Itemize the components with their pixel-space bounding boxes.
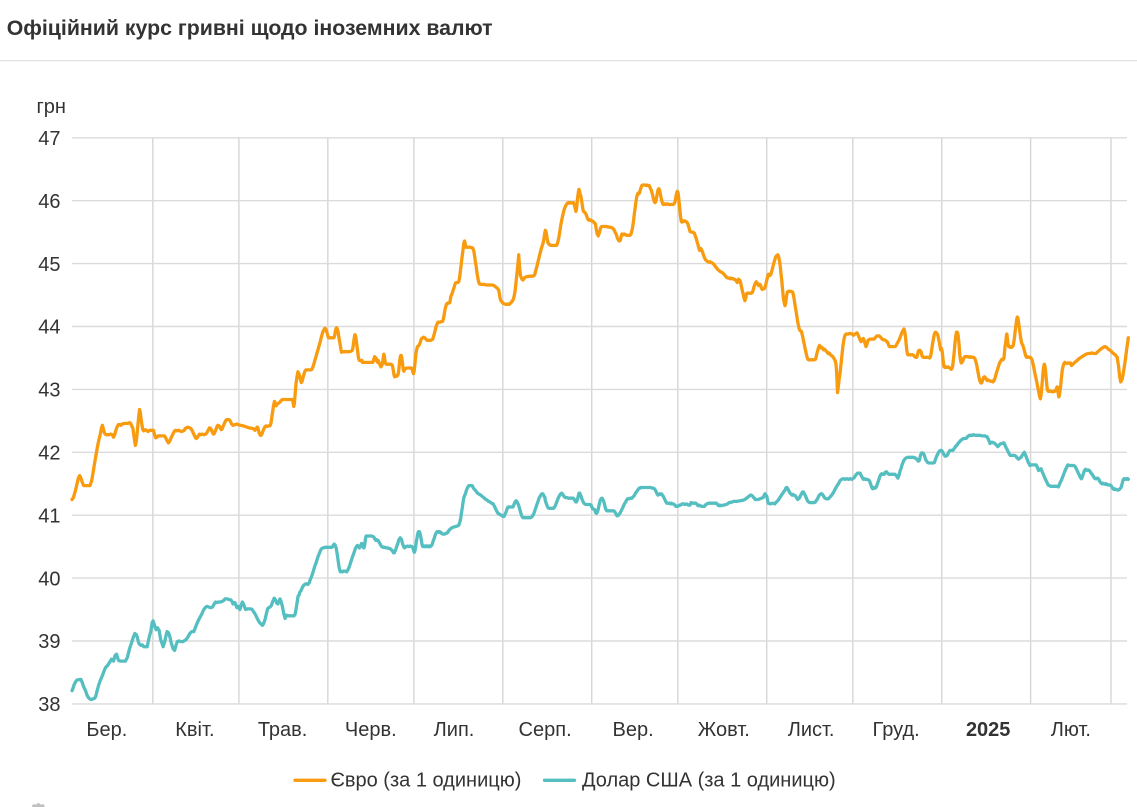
- svg-text:2025: 2025: [966, 719, 1011, 741]
- svg-text:39: 39: [38, 631, 60, 653]
- svg-text:грн: грн: [37, 96, 66, 118]
- svg-text:47: 47: [38, 128, 60, 150]
- svg-text:40: 40: [38, 568, 60, 590]
- svg-text:44: 44: [38, 317, 60, 339]
- svg-text:38: 38: [38, 694, 60, 716]
- svg-text:Груд.: Груд.: [873, 719, 920, 741]
- svg-text:46: 46: [38, 191, 60, 213]
- svg-text:Квіт.: Квіт.: [175, 719, 214, 741]
- svg-text:Жовт.: Жовт.: [698, 719, 750, 741]
- svg-text:45: 45: [38, 254, 60, 276]
- svg-text:41: 41: [38, 505, 60, 527]
- svg-text:Трав.: Трав.: [258, 719, 308, 741]
- svg-text:Офіційний курс гривні щодо іно: Офіційний курс гривні щодо іноземних вал…: [7, 16, 493, 40]
- svg-text:Євро (за 1 одиницю): Євро (за 1 одиницю): [331, 770, 522, 792]
- svg-text:Бер.: Бер.: [86, 719, 127, 741]
- svg-text:Лист.: Лист.: [788, 719, 835, 741]
- svg-text:Черв.: Черв.: [345, 719, 397, 741]
- svg-text:Долар США (за 1 одиницю): Долар США (за 1 одиницю): [582, 770, 836, 792]
- svg-text:Лют.: Лют.: [1051, 719, 1091, 741]
- svg-text:Серп.: Серп.: [519, 719, 572, 741]
- svg-text:43: 43: [38, 380, 60, 402]
- svg-text:42: 42: [38, 443, 60, 465]
- svg-text:Вер.: Вер.: [613, 719, 654, 741]
- svg-text:Лип.: Лип.: [434, 719, 475, 741]
